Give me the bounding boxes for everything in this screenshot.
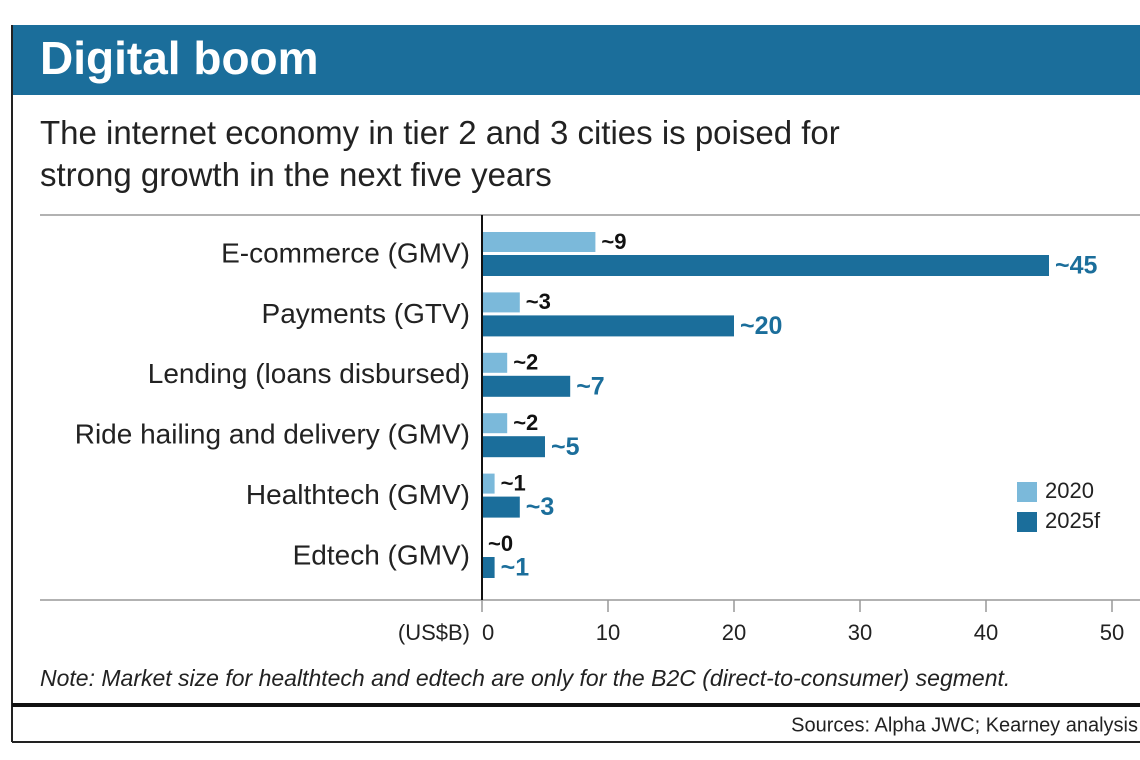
bar — [482, 436, 545, 458]
y-tick-label: E-commerce (GMV) — [221, 237, 470, 268]
y-tick-label: Healthtech (GMV) — [246, 479, 470, 510]
bar — [482, 413, 508, 434]
y-tick-label: Ride hailing and delivery (GMV) — [75, 419, 470, 450]
value-label: ~2 — [513, 410, 538, 435]
value-label: ~9 — [601, 229, 626, 254]
legend-label: 2020 — [1045, 478, 1094, 503]
value-label: ~0 — [488, 531, 513, 556]
value-label: ~20 — [740, 312, 782, 340]
y-tick-label: Edtech (GMV) — [293, 539, 470, 570]
value-label: ~1 — [501, 470, 526, 495]
legend-swatch — [1017, 482, 1037, 502]
x-tick-label: 20 — [722, 620, 746, 645]
bar — [482, 315, 734, 337]
value-label: ~1 — [501, 554, 530, 582]
y-tick-label: Payments (GTV) — [262, 298, 470, 329]
bar — [482, 255, 1049, 276]
x-tick-label: 0 — [482, 620, 494, 645]
title-band — [12, 25, 1140, 95]
source: Sources: Alpha JWC; Kearney analysis — [791, 714, 1138, 736]
bar — [482, 352, 508, 373]
bar — [482, 375, 571, 397]
y-tick-label: Lending (loans disbursed) — [148, 358, 470, 389]
x-tick-label: 30 — [848, 620, 872, 645]
x-tick-label: 10 — [596, 620, 620, 645]
x-axis-label: (US$B) — [398, 620, 470, 645]
value-label: ~7 — [576, 372, 605, 400]
legend-label: 2025f — [1045, 508, 1101, 533]
subtitle: The internet economy in tier 2 and 3 cit… — [40, 114, 840, 193]
value-label: ~5 — [551, 433, 580, 461]
value-label: ~3 — [526, 289, 551, 314]
x-tick-label: 50 — [1100, 620, 1124, 645]
value-label: ~45 — [1055, 252, 1098, 280]
legend-swatch — [1017, 512, 1037, 532]
value-label: ~2 — [513, 350, 538, 375]
bar — [482, 232, 596, 252]
note: Note: Market size for healthtech and edt… — [40, 665, 1010, 691]
chart-title: Digital boom — [40, 32, 319, 84]
bar — [482, 557, 495, 578]
bar — [482, 496, 520, 518]
value-label: ~3 — [526, 493, 555, 521]
bar — [482, 473, 495, 494]
x-tick-label: 40 — [974, 620, 998, 645]
bar — [482, 292, 520, 313]
